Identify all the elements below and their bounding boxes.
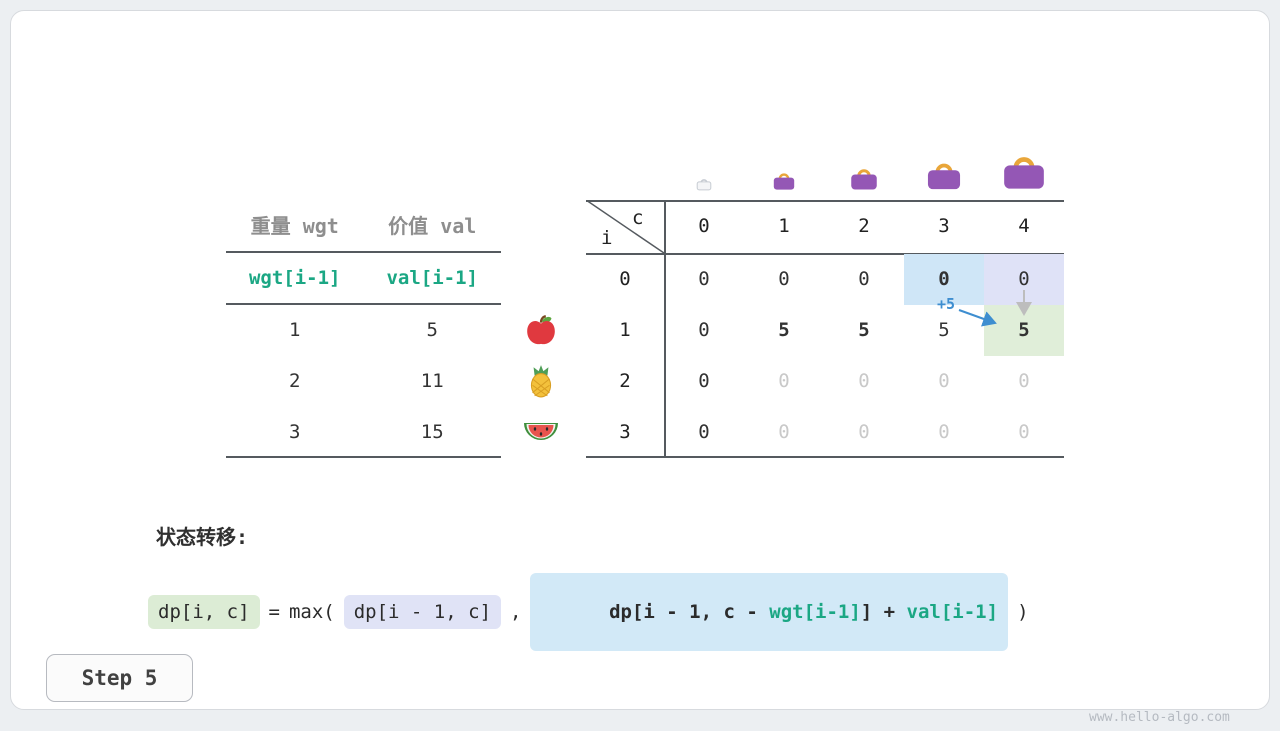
dp-col-header-4: 4 (1018, 215, 1030, 237)
dp-cell-r2c2: 0 (858, 370, 870, 392)
dp-cell-r1c4: 5 (984, 305, 1064, 356)
dp-cell-r0c2: 0 (858, 268, 870, 290)
items-header-val: 价值 val (388, 214, 477, 238)
item-3-value: 15 (420, 421, 444, 443)
dp-line-top (586, 200, 1064, 202)
state-transition-label: 状态转移: (156, 525, 249, 549)
items-var-wgt: wgt[i-1] (248, 267, 341, 289)
item-2-value: 11 (420, 370, 444, 392)
dp-row-label-0: 0 (619, 268, 631, 290)
formula-equals: = (268, 601, 280, 623)
dp-corner-row-var: i (601, 227, 613, 249)
items-table-header: 重量 wgt 价值 val (226, 201, 501, 251)
dp-cell-r1c2: 5 (858, 319, 870, 341)
dp-cell-r0c4: 0 (984, 254, 1064, 305)
formula-arg2: dp[i - 1, c - wgt[i-1]] + val[i-1] (530, 573, 1009, 651)
dp-col-header-3: 3 (938, 215, 950, 237)
items-divider-top (226, 251, 501, 253)
dp-cell-r3c3: 0 (938, 421, 950, 443)
step-badge-label: Step 5 (81, 666, 158, 690)
step-badge: Step 5 (46, 654, 193, 702)
watermelon-icon (522, 416, 558, 450)
dp-cell-r0c1: 0 (778, 268, 790, 290)
dp-cell-r2c0: 0 (698, 370, 710, 392)
item-3-weight: 3 (289, 421, 301, 443)
formula-close-paren: ) (1017, 601, 1029, 623)
dp-row-label-2: 2 (619, 370, 631, 392)
formula-arg2-part1: dp[i - 1, c - (609, 601, 770, 623)
bag-icon-3 (925, 157, 963, 195)
items-divider-bottom (226, 456, 501, 458)
item-1-weight: 1 (289, 319, 301, 341)
dp-cell-r2c3: 0 (938, 370, 950, 392)
bag-icon-2 (849, 164, 879, 195)
dp-cell-r0c3: 0 (904, 254, 984, 305)
items-var-val: val[i-1] (386, 267, 478, 289)
figure-card: 重量 wgt 价值 val wgt[i-1] val[i-1] 1 5 2 11… (10, 10, 1270, 725)
dp-cell-r1c1: 5 (778, 319, 790, 341)
dp-line-header (586, 253, 1064, 255)
dp-corner-col-var: c (632, 207, 644, 229)
dp-cell-r2c4: 0 (1018, 370, 1030, 392)
formula-max-open: max( (288, 601, 335, 623)
transition-annotation: +5 (937, 295, 956, 313)
bag-icon-4 (1000, 149, 1048, 195)
apple-icon (524, 313, 558, 347)
dp-cell-r3c2: 0 (858, 421, 870, 443)
dp-col-header-2: 2 (858, 215, 870, 237)
dp-cell-r0c0: 0 (698, 268, 710, 290)
formula-arg2-part2: ] + (860, 601, 907, 623)
dp-col-header-0: 0 (698, 215, 710, 237)
dp-col-header-1: 1 (778, 215, 790, 237)
state-transition-formula: dp[i, c] = max( dp[i - 1, c] , dp[i - 1,… (148, 573, 1029, 651)
item-2-weight: 2 (289, 370, 301, 392)
dp-cell-r3c1: 0 (778, 421, 790, 443)
items-divider-mid (226, 303, 501, 305)
bag-icon-1 (772, 169, 796, 195)
dp-row-label-3: 3 (619, 421, 631, 443)
formula-comma: , (510, 601, 522, 623)
dp-cell-r1c0: 0 (698, 319, 710, 341)
formula-arg2-wgt: wgt[i-1] (769, 601, 861, 623)
items-row-3: 3 15 (226, 407, 501, 457)
items-header-wgt: 重量 wgt (250, 214, 339, 238)
dp-cell-r2c1: 0 (778, 370, 790, 392)
dp-line-bottom (586, 456, 1064, 458)
bag-icon-0 (696, 176, 712, 195)
item-1-value: 5 (426, 319, 438, 341)
dp-row-label-1: 1 (619, 319, 631, 341)
dp-cell-r1c3: 5 (938, 319, 950, 341)
items-row-2: 2 11 (226, 356, 501, 406)
dp-line-vertical (664, 200, 666, 457)
dp-cell-r3c0: 0 (698, 421, 710, 443)
formula-lhs: dp[i, c] (148, 595, 260, 629)
items-row-1: 1 5 (226, 305, 501, 355)
formula-arg1: dp[i - 1, c] (343, 595, 502, 629)
items-var-row: wgt[i-1] val[i-1] (226, 253, 501, 303)
pineapple-icon (524, 364, 558, 398)
dp-corner-diagonal (586, 200, 664, 253)
dp-cell-r3c4: 0 (1018, 421, 1030, 443)
watermark: www.hello-algo.com (1089, 710, 1230, 725)
formula-arg2-val: val[i-1] (906, 601, 999, 623)
